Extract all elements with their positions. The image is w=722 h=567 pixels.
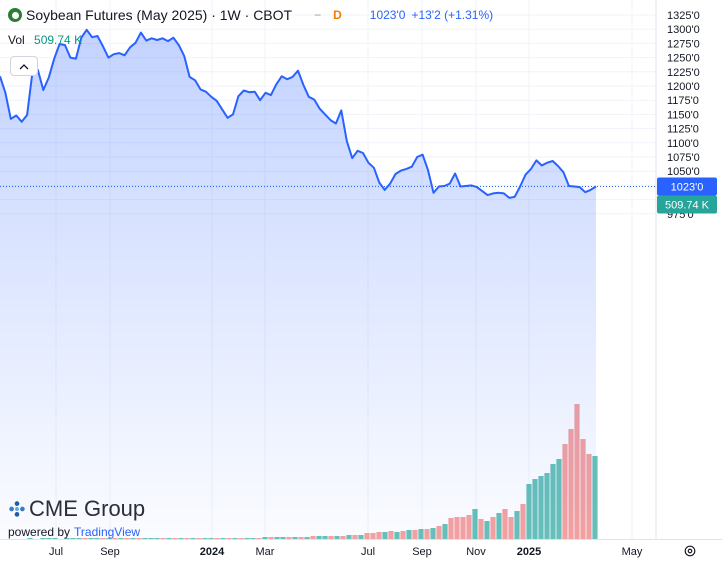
symbol-title[interactable]: Soybean Futures (May 2025) · 1W · CBOT [26, 7, 293, 23]
price-tag-box [657, 177, 717, 196]
collapse-legend-button[interactable] [10, 56, 38, 76]
y-tick-label: 1225'0 [667, 67, 700, 79]
cme-brand-text: CME Group [29, 496, 146, 521]
y-tick-label: 1075'0 [667, 152, 700, 164]
chart-legend: Soybean Futures (May 2025) · 1W · CBOT −… [8, 7, 493, 23]
x-tick-label: 2024 [200, 546, 225, 558]
y-tick-label: 1175'0 [667, 95, 699, 107]
powered-by-text: powered by [8, 525, 71, 539]
volume-tag-box [657, 195, 717, 214]
cme-globe-icon [9, 501, 25, 517]
price-line [0, 28, 597, 199]
x-tick-label: May [622, 546, 643, 558]
symbol-logo-icon [8, 8, 22, 22]
volume-legend: Vol 509.74 K [8, 33, 82, 47]
x-tick-label: Sep [412, 546, 432, 558]
watermark[interactable]: CME Group powered by TradingView [8, 496, 145, 539]
y-tick-label: 1100'0 [667, 138, 699, 150]
y-tick-label: 1325'0 [667, 10, 700, 22]
data-badge[interactable]: D [333, 8, 342, 22]
legend-dash: − [314, 8, 322, 22]
y-tick-label: 1050'0 [667, 166, 700, 178]
y-tick-label: 1300'0 [667, 24, 700, 36]
x-tick-label: Sep [100, 546, 120, 558]
legend-change: +13'2 (+1.31%) [411, 8, 494, 22]
x-tick-label: Mar [256, 546, 275, 558]
x-tick-label: Nov [466, 546, 486, 558]
y-tick-label: 1125'0 [667, 124, 699, 136]
y-tick-label: 1200'0 [667, 81, 700, 93]
area-layer [0, 28, 656, 540]
volume-value: 509.74 K [34, 33, 83, 47]
tradingview-link[interactable]: TradingView [74, 525, 141, 539]
price-tag-label: 1023'0 [671, 182, 704, 194]
tag-layer: 1023'0 509.74 K [657, 177, 717, 214]
y-tick-label: 1250'0 [667, 53, 700, 65]
x-tick-label: Jul [49, 546, 63, 558]
cme-logo: CME Group [8, 496, 145, 522]
volume-tag-label: 509.74 K [665, 200, 710, 212]
x-tick-label: Jul [361, 546, 375, 558]
x-tick-label: 2025 [517, 546, 541, 558]
volume-label: Vol [8, 33, 25, 47]
gear-icon[interactable] [683, 544, 697, 558]
y-tick-label: 1150'0 [667, 109, 699, 121]
price-area-fill [0, 29, 596, 540]
y-tick-label: 1275'0 [667, 38, 700, 50]
powered-by: powered by TradingView [8, 525, 145, 539]
chevron-up-icon [19, 63, 29, 69]
legend-price: 1023'0 [369, 8, 406, 22]
